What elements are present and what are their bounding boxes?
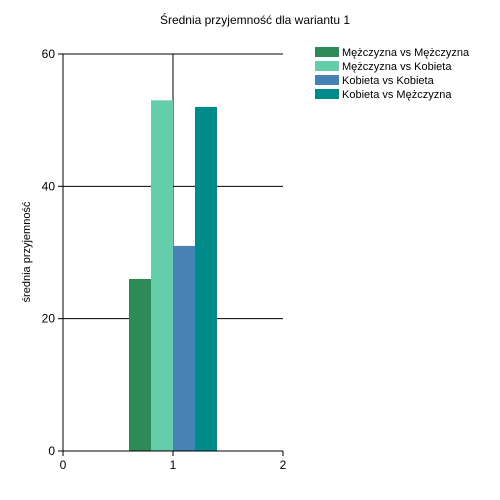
x-tick-label: 1 [170, 458, 177, 472]
axes-layer [59, 54, 283, 455]
bar-4 [195, 106, 217, 451]
bars-layer [129, 100, 217, 452]
bar-1 [129, 278, 151, 451]
chart-title: Średnia przyjemność dla wariantu 1 [160, 12, 350, 27]
legend-label: Mężczyzna vs Mężczyzna [342, 47, 470, 59]
legend-label: Mężczyzna vs Kobieta [342, 61, 452, 73]
x-tick-label: 0 [60, 458, 67, 472]
ticks-layer: 0 20 40 60 0 1 2 [42, 47, 287, 472]
y-tick-label: 20 [42, 312, 56, 326]
bar-3 [173, 245, 195, 451]
legend-swatch [315, 75, 339, 85]
y-tick-label: 60 [42, 47, 56, 61]
bar-2 [151, 100, 173, 452]
legend-swatch [315, 61, 339, 71]
y-axis-label: średnia przyjemność [21, 201, 33, 302]
legend-label: Kobieta vs Kobieta [342, 75, 435, 87]
legend: Mężczyzna vs Mężczyzna Mężczyzna vs Kobie… [315, 47, 470, 101]
legend-label: Kobieta vs Mężczyzna [342, 89, 452, 101]
y-tick-label: 0 [48, 444, 55, 458]
x-tick-label: 2 [280, 458, 287, 472]
legend-swatch [315, 47, 339, 57]
legend-swatch [315, 89, 339, 99]
y-tick-label: 40 [42, 179, 56, 193]
